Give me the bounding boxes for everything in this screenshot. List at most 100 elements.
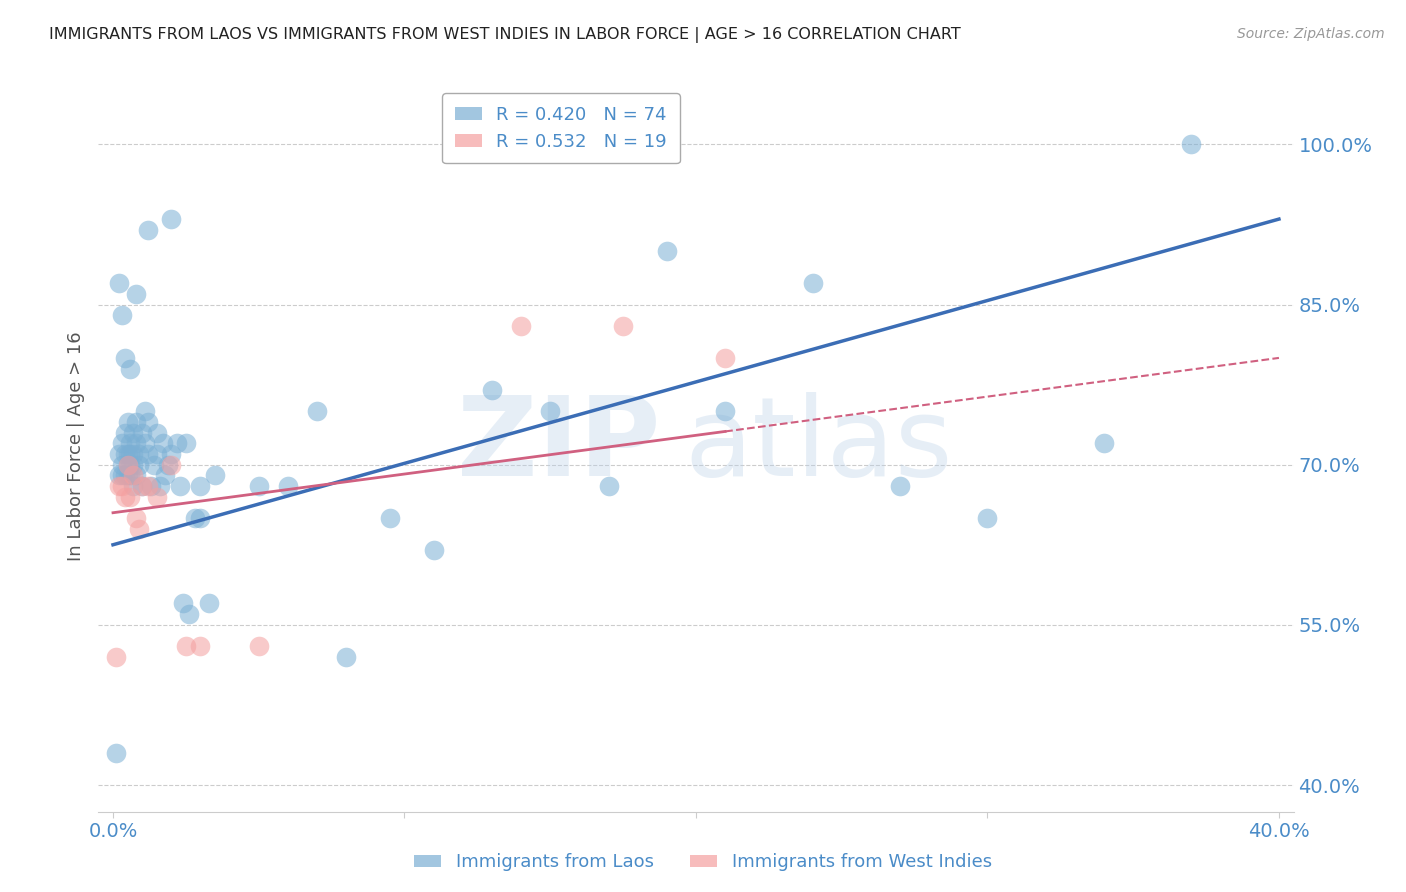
Point	[136, 223, 159, 237]
Point	[510, 318, 533, 333]
Point	[114, 351, 136, 365]
Point	[125, 415, 148, 429]
Point	[714, 404, 737, 418]
Point	[122, 479, 145, 493]
Point	[142, 458, 165, 472]
Point	[114, 447, 136, 461]
Point	[1092, 436, 1115, 450]
Point	[174, 436, 197, 450]
Point	[204, 468, 226, 483]
Point	[538, 404, 561, 418]
Point	[801, 276, 824, 290]
Y-axis label: In Labor Force | Age > 16: In Labor Force | Age > 16	[66, 331, 84, 561]
Point	[122, 458, 145, 472]
Point	[131, 425, 153, 440]
Point	[125, 511, 148, 525]
Point	[612, 318, 634, 333]
Point	[157, 458, 180, 472]
Point	[305, 404, 328, 418]
Text: ZIP: ZIP	[457, 392, 661, 500]
Point	[145, 447, 167, 461]
Point	[117, 458, 139, 472]
Point	[190, 479, 212, 493]
Point	[114, 425, 136, 440]
Point	[598, 479, 620, 493]
Point	[160, 447, 183, 461]
Point	[117, 458, 139, 472]
Point	[104, 746, 127, 760]
Point	[134, 436, 156, 450]
Legend: R = 0.420   N = 74, R = 0.532   N = 19: R = 0.420 N = 74, R = 0.532 N = 19	[441, 93, 679, 163]
Point	[128, 447, 150, 461]
Point	[128, 522, 150, 536]
Point	[111, 458, 134, 472]
Point	[277, 479, 299, 493]
Point	[247, 479, 270, 493]
Point	[976, 511, 998, 525]
Point	[125, 436, 148, 450]
Point	[136, 415, 159, 429]
Point	[117, 415, 139, 429]
Point	[145, 490, 167, 504]
Point	[160, 458, 183, 472]
Point	[120, 468, 142, 483]
Point	[149, 479, 172, 493]
Point	[1180, 137, 1202, 152]
Point	[120, 361, 142, 376]
Point	[169, 479, 191, 493]
Point	[160, 212, 183, 227]
Point	[117, 468, 139, 483]
Point	[122, 468, 145, 483]
Point	[111, 479, 134, 493]
Point	[128, 458, 150, 472]
Point	[335, 649, 357, 664]
Point	[125, 468, 148, 483]
Point	[172, 597, 194, 611]
Point	[190, 639, 212, 653]
Point	[120, 490, 142, 504]
Point	[122, 447, 145, 461]
Point	[104, 649, 127, 664]
Point	[155, 468, 177, 483]
Point	[139, 479, 162, 493]
Point	[134, 404, 156, 418]
Point	[111, 468, 134, 483]
Point	[125, 286, 148, 301]
Point	[120, 447, 142, 461]
Point	[111, 308, 134, 322]
Legend: Immigrants from Laos, Immigrants from West Indies: Immigrants from Laos, Immigrants from We…	[408, 847, 998, 879]
Point	[120, 458, 142, 472]
Point	[174, 639, 197, 653]
Point	[108, 468, 131, 483]
Point	[108, 479, 131, 493]
Point	[108, 276, 131, 290]
Point	[114, 468, 136, 483]
Point	[145, 425, 167, 440]
Point	[117, 447, 139, 461]
Point	[190, 511, 212, 525]
Point	[136, 447, 159, 461]
Text: IMMIGRANTS FROM LAOS VS IMMIGRANTS FROM WEST INDIES IN LABOR FORCE | AGE > 16 CO: IMMIGRANTS FROM LAOS VS IMMIGRANTS FROM …	[49, 27, 960, 43]
Point	[166, 436, 188, 450]
Point	[131, 479, 153, 493]
Point	[131, 479, 153, 493]
Point	[152, 436, 174, 450]
Text: Source: ZipAtlas.com: Source: ZipAtlas.com	[1237, 27, 1385, 41]
Point	[183, 511, 205, 525]
Point	[481, 383, 503, 397]
Point	[111, 436, 134, 450]
Point	[114, 490, 136, 504]
Point	[655, 244, 678, 259]
Point	[889, 479, 911, 493]
Point	[177, 607, 200, 622]
Point	[122, 425, 145, 440]
Point	[247, 639, 270, 653]
Point	[108, 447, 131, 461]
Point	[136, 479, 159, 493]
Point	[378, 511, 401, 525]
Point	[120, 436, 142, 450]
Point	[422, 543, 444, 558]
Point	[198, 597, 221, 611]
Text: atlas: atlas	[685, 392, 952, 500]
Point	[714, 351, 737, 365]
